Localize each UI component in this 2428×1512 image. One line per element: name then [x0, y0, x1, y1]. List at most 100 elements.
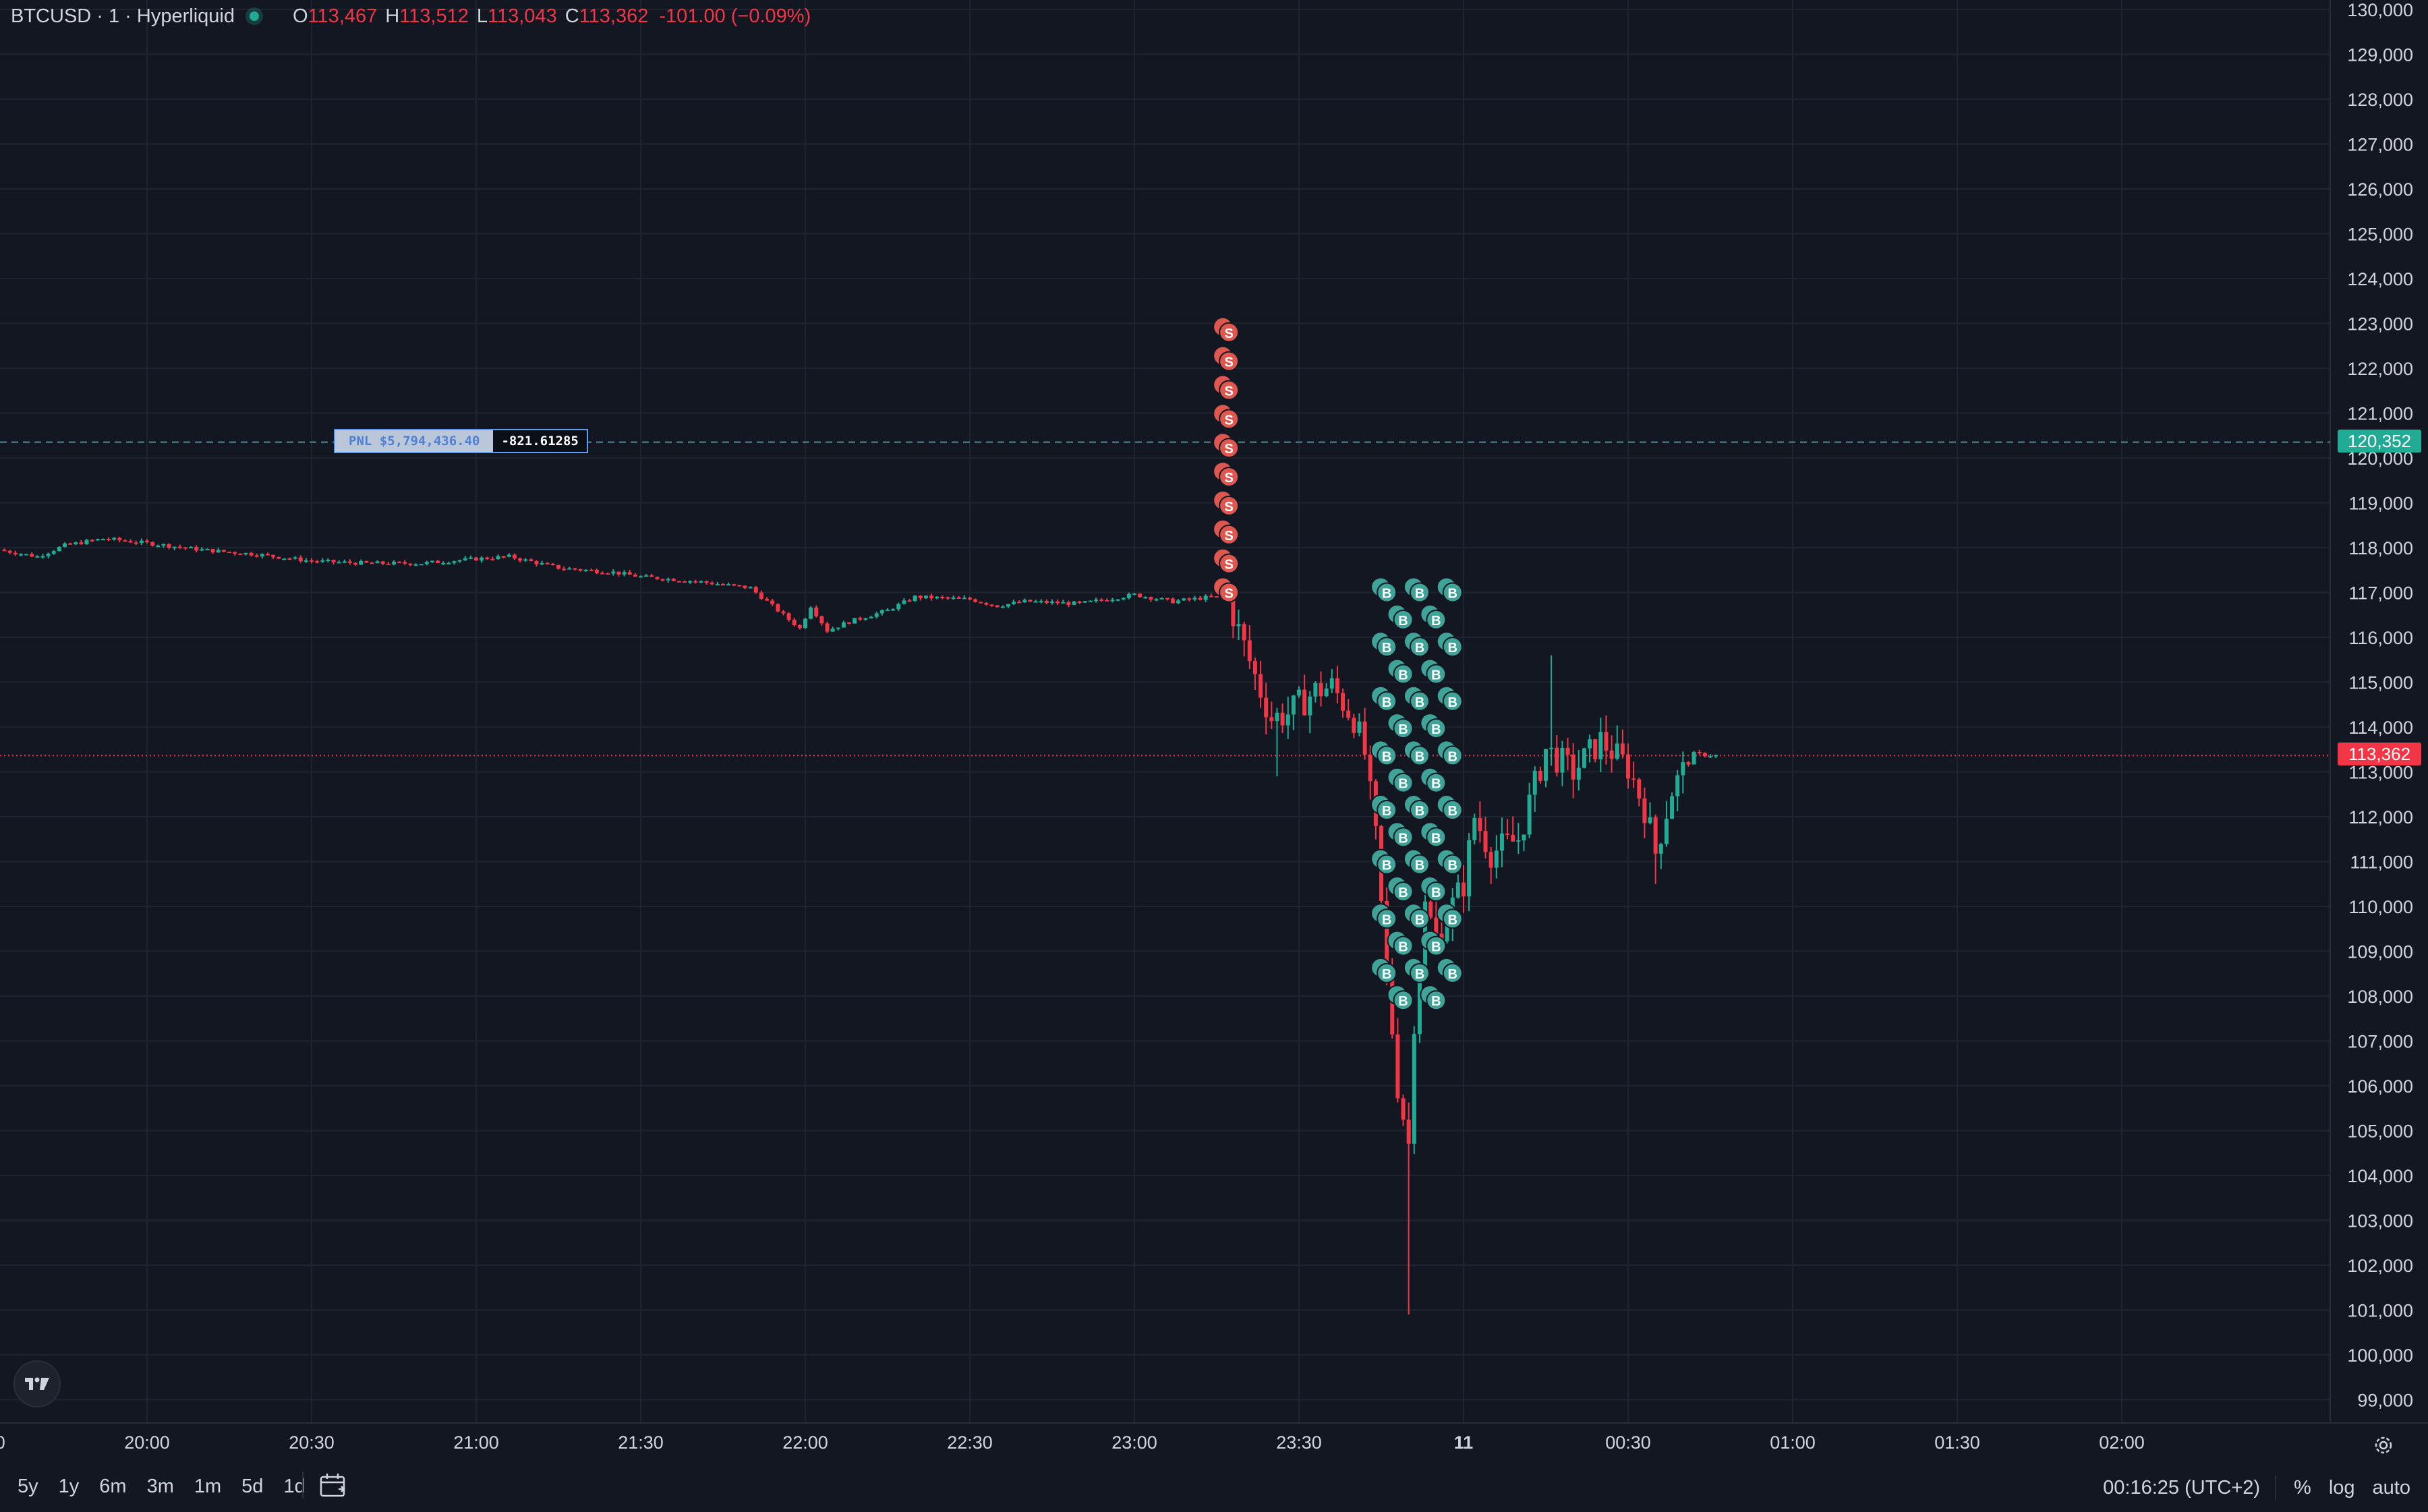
- candle-body: [1149, 597, 1153, 600]
- buy-marker-label: B: [1398, 831, 1408, 846]
- candle-body: [1483, 831, 1488, 852]
- candle-body: [1637, 779, 1642, 799]
- symbol-title[interactable]: BTCUSD · 1 · Hyperliquid: [11, 5, 235, 27]
- candle-body: [1604, 732, 1609, 751]
- symbol-legend[interactable]: BTCUSD · 1 · Hyperliquid O 113,467 H 113,5…: [11, 3, 811, 30]
- candle-body: [715, 584, 720, 586]
- candle-body: [962, 598, 966, 600]
- candle-body: [468, 557, 473, 559]
- candle-body: [277, 556, 281, 559]
- sell-marker-label: S: [1224, 442, 1233, 457]
- tradingview-logo-icon[interactable]: [13, 1360, 61, 1407]
- candle-body: [1159, 598, 1164, 600]
- candle-body: [413, 564, 418, 566]
- log-scale-toggle[interactable]: log: [2328, 1476, 2355, 1499]
- candle-body: [1165, 598, 1169, 600]
- candle-body: [265, 554, 270, 556]
- divider: [2275, 1476, 2277, 1500]
- candle-body: [1576, 767, 1581, 780]
- candle-body: [1346, 710, 1351, 718]
- buy-marker-label: B: [1415, 804, 1424, 819]
- market-status-icon: [249, 11, 259, 21]
- buy-marker: [1426, 772, 1447, 793]
- candle-body: [1341, 693, 1346, 711]
- range-6m[interactable]: 6m: [99, 1476, 127, 1497]
- price-tick-label: 123,000: [2347, 314, 2413, 335]
- range-5d[interactable]: 5d: [241, 1476, 264, 1497]
- candle-body: [1406, 1120, 1411, 1144]
- range-1d[interactable]: 1d: [283, 1476, 306, 1497]
- buy-marker-label: B: [1448, 912, 1457, 927]
- candle-body: [282, 558, 287, 560]
- candle-body: [1499, 833, 1504, 851]
- candle-body: [480, 557, 484, 561]
- buy-marker: [1377, 637, 1397, 658]
- candle-body: [968, 598, 972, 600]
- candle-body: [1478, 817, 1482, 832]
- range-1m[interactable]: 1m: [194, 1476, 222, 1497]
- candle-body: [770, 600, 775, 604]
- candle-body: [1154, 599, 1159, 601]
- candle-body: [1044, 601, 1049, 603]
- buy-marker: [1377, 745, 1397, 766]
- buy-marker: [1393, 609, 1414, 630]
- candle-body: [403, 562, 407, 564]
- candle-body: [123, 540, 127, 542]
- candle-body: [1319, 682, 1323, 697]
- sell-marker-label: S: [1224, 529, 1233, 544]
- percent-scale-toggle[interactable]: %: [2294, 1476, 2311, 1499]
- candle-body: [408, 563, 413, 565]
- candle-body: [1072, 601, 1076, 605]
- candle-body: [183, 547, 187, 549]
- range-5y[interactable]: 5y: [18, 1476, 38, 1497]
- calendar-icon[interactable]: [318, 1472, 348, 1500]
- low-value: 113,043: [488, 5, 557, 27]
- candle-body: [320, 560, 325, 562]
- range-3m[interactable]: 3m: [146, 1476, 174, 1497]
- auto-scale-toggle[interactable]: auto: [2372, 1476, 2410, 1499]
- range-1y[interactable]: 1y: [58, 1476, 80, 1497]
- candle-body: [567, 568, 572, 570]
- candle-body: [227, 552, 231, 554]
- candle-body: [627, 572, 632, 575]
- candle-body: [737, 585, 742, 587]
- buy-marker: [1409, 637, 1430, 658]
- candle-body: [940, 596, 945, 598]
- pnl-amount: PNL $5,794,436.40: [335, 430, 494, 452]
- candle-body: [457, 560, 462, 562]
- buy-marker-label: B: [1398, 885, 1408, 900]
- position-pnl-label[interactable]: PNL $5,794,436.40 -821.61285: [334, 429, 588, 453]
- clock-timezone[interactable]: 00:16:25 (UTC+2): [2103, 1476, 2261, 1499]
- buy-marker-label: B: [1382, 587, 1391, 602]
- price-tick-label: 99,000: [2357, 1391, 2413, 1411]
- candle-body: [1259, 674, 1263, 698]
- buy-marker-label: B: [1415, 859, 1424, 873]
- candle-body: [1313, 682, 1318, 697]
- candle-body: [1681, 762, 1685, 776]
- settings-icon[interactable]: [2370, 1432, 2397, 1459]
- candle-body: [1555, 747, 1559, 773]
- candle-body: [748, 587, 753, 589]
- candle-body: [1066, 602, 1071, 605]
- candle-body: [869, 616, 873, 618]
- candle-body: [721, 584, 725, 586]
- time-tick-label: 20:30: [289, 1432, 335, 1453]
- buy-marker: [1442, 691, 1463, 711]
- buy-marker-label: B: [1398, 614, 1408, 629]
- candle-body: [1472, 817, 1477, 840]
- candle-body: [743, 585, 747, 589]
- candle-body: [1050, 601, 1054, 603]
- candle-body: [1006, 604, 1010, 607]
- candle-body: [529, 559, 533, 562]
- candle-body: [298, 557, 303, 562]
- candle-body: [852, 618, 857, 624]
- candle-body: [1329, 678, 1334, 689]
- horizontal-lines: [0, 441, 2330, 757]
- candle-body: [902, 600, 906, 604]
- divider: [302, 1472, 304, 1499]
- time-tick-label: 20:00: [124, 1432, 170, 1453]
- price-tick-label: 112,000: [2348, 807, 2413, 827]
- price-tick-label: 116,000: [2348, 628, 2413, 648]
